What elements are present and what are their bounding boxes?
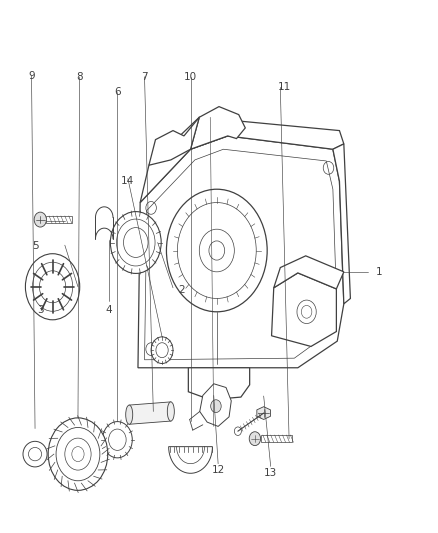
- Circle shape: [211, 400, 221, 413]
- Text: 14: 14: [121, 176, 134, 186]
- Polygon shape: [140, 117, 344, 203]
- Ellipse shape: [23, 441, 47, 467]
- Polygon shape: [129, 402, 171, 424]
- Circle shape: [48, 418, 108, 490]
- Polygon shape: [272, 273, 336, 346]
- Polygon shape: [191, 107, 245, 149]
- Circle shape: [25, 254, 80, 320]
- Polygon shape: [169, 447, 212, 473]
- Polygon shape: [149, 117, 199, 165]
- Text: 6: 6: [114, 87, 121, 96]
- Text: 2: 2: [178, 286, 185, 295]
- Text: 5: 5: [32, 241, 39, 251]
- Text: 1: 1: [375, 267, 382, 277]
- Text: 13: 13: [264, 469, 277, 478]
- Text: 9: 9: [28, 71, 35, 80]
- Circle shape: [151, 337, 173, 364]
- Polygon shape: [261, 435, 292, 442]
- Circle shape: [102, 422, 132, 458]
- Text: 8: 8: [76, 72, 83, 82]
- Ellipse shape: [167, 402, 174, 421]
- Circle shape: [166, 189, 267, 312]
- Text: 4: 4: [105, 305, 112, 315]
- Polygon shape: [200, 384, 231, 426]
- Circle shape: [249, 432, 261, 446]
- Polygon shape: [138, 136, 344, 368]
- Polygon shape: [188, 368, 250, 400]
- Text: 11: 11: [278, 83, 291, 92]
- Text: 7: 7: [141, 72, 148, 82]
- Text: 12: 12: [212, 465, 225, 475]
- Text: 3: 3: [37, 305, 44, 315]
- Text: 10: 10: [184, 72, 197, 82]
- Circle shape: [110, 212, 161, 273]
- Polygon shape: [257, 407, 271, 419]
- Ellipse shape: [126, 405, 133, 424]
- Polygon shape: [333, 144, 350, 304]
- Polygon shape: [46, 216, 72, 223]
- Polygon shape: [274, 256, 344, 289]
- Circle shape: [34, 212, 46, 227]
